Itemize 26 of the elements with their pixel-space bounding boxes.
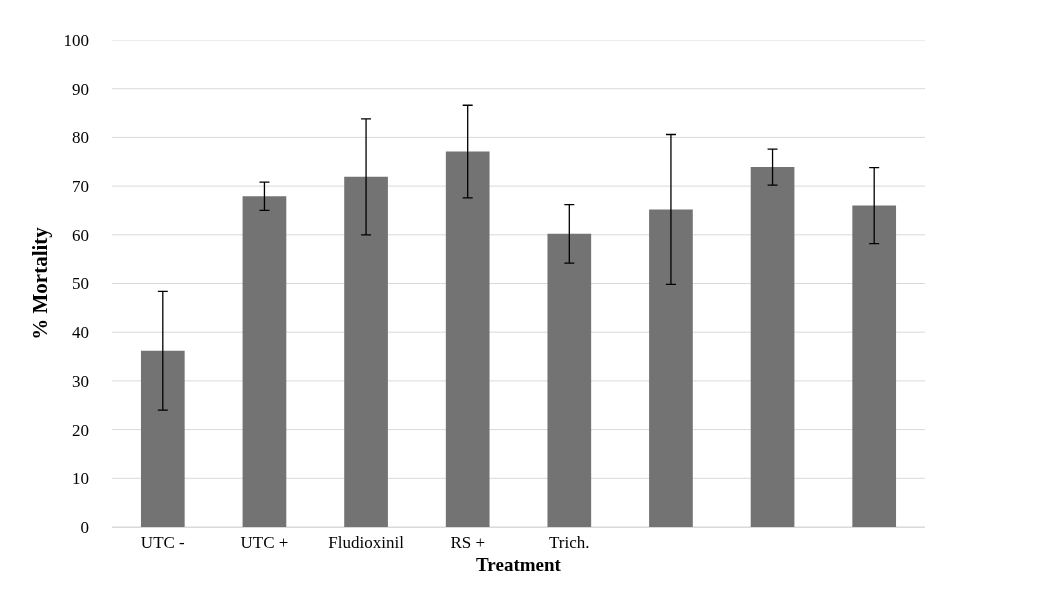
y-tick-label: 30 [72, 371, 89, 391]
y-tick-label: 70 [72, 177, 89, 197]
bar [547, 233, 592, 527]
y-axis-title: % Mortality [27, 226, 52, 340]
bar [242, 196, 287, 527]
y-tick-label: 20 [72, 420, 89, 440]
y-tick-label: 90 [72, 79, 89, 99]
y-tick-label: 10 [72, 469, 89, 489]
x-tick-label: UTC - [140, 533, 186, 553]
bar [750, 167, 795, 527]
x-tick-label: Trich. [549, 533, 590, 553]
bar [140, 350, 185, 527]
y-tick-label: 60 [72, 225, 89, 245]
x-tick-label: RS + [450, 533, 486, 553]
y-tick-label: 0 [80, 517, 89, 537]
y-tick-label: 80 [72, 128, 89, 148]
x-axis-title: Treatment [476, 554, 562, 576]
x-tick-label: Fludioxinil [328, 533, 405, 553]
y-tick-label: 40 [72, 323, 89, 343]
bar [649, 209, 693, 527]
bar [852, 205, 897, 527]
bar [344, 176, 388, 527]
y-tick-label: 100 [63, 30, 89, 50]
x-tick-label: UTC + [240, 533, 289, 553]
y-tick-label: 50 [72, 274, 89, 294]
bar [445, 151, 490, 527]
